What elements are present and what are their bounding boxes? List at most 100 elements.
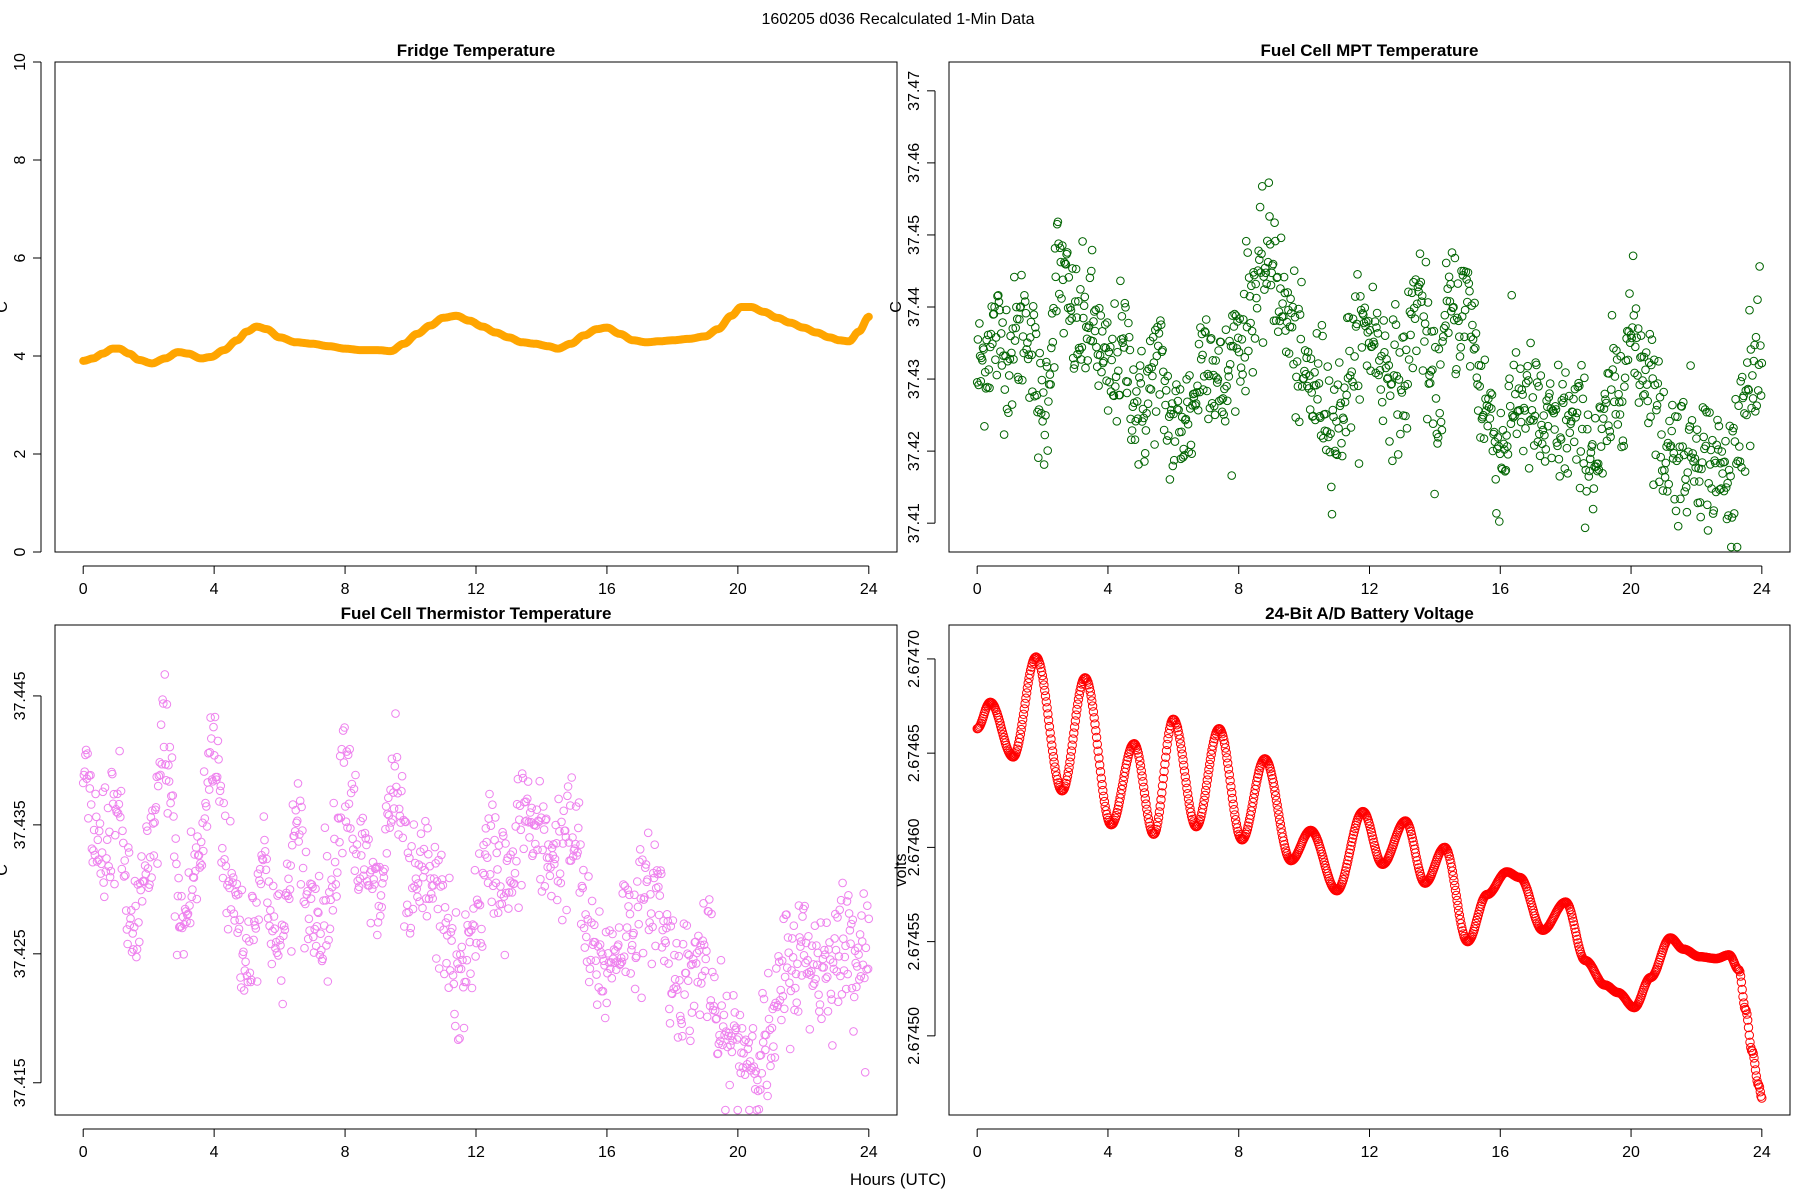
data-point <box>302 890 312 899</box>
data-point <box>1251 279 1260 289</box>
data-point <box>1216 337 1226 347</box>
data-point <box>416 829 426 839</box>
data-point <box>1736 977 1747 987</box>
data-point <box>592 970 601 979</box>
data-point <box>1208 356 1218 365</box>
data-point <box>657 869 666 879</box>
data-point <box>101 867 111 876</box>
data-point <box>343 750 353 760</box>
y-tick-label: 2.67450 <box>906 1007 923 1065</box>
x-axis: 0 4 8 12 16 20 24 <box>973 1128 1771 1161</box>
data-point <box>1575 483 1585 493</box>
data-point <box>287 840 297 850</box>
data-point <box>1172 722 1183 733</box>
data-point <box>266 906 275 915</box>
data-point <box>389 804 399 813</box>
data-point <box>1737 372 1747 382</box>
data-point <box>737 1024 747 1033</box>
data-point <box>1512 429 1522 439</box>
data-point <box>1128 402 1138 412</box>
data-point <box>722 991 732 1001</box>
data-point <box>793 959 802 969</box>
data-point <box>1235 314 1244 324</box>
data-point <box>1567 913 1578 923</box>
data-point <box>173 891 183 901</box>
data-point <box>1399 332 1409 342</box>
data-point <box>782 910 791 919</box>
y-tick-label: 2.67460 <box>906 818 923 876</box>
data-point <box>309 932 318 942</box>
data-point <box>1354 459 1364 468</box>
data-point <box>1223 764 1234 774</box>
data-point <box>1208 737 1219 747</box>
data-point <box>277 920 287 930</box>
data-point <box>1141 799 1151 809</box>
data-point <box>1314 379 1324 388</box>
data-point <box>670 950 679 960</box>
data-point <box>1092 342 1101 352</box>
data-point <box>313 907 322 917</box>
data-point <box>973 723 983 734</box>
data-point <box>244 937 254 946</box>
data-point <box>756 1085 765 1094</box>
data-point <box>1387 379 1396 389</box>
data-point <box>1272 800 1282 810</box>
data-point <box>1097 779 1107 790</box>
data-point <box>1160 759 1170 769</box>
data-point <box>1453 279 1463 288</box>
data-point <box>1408 836 1418 847</box>
data-point <box>486 821 496 831</box>
data-point <box>1347 367 1356 377</box>
data-point <box>607 973 617 983</box>
data-point <box>370 880 379 889</box>
data-point <box>771 998 780 1008</box>
data-point <box>330 857 340 867</box>
data-point <box>1039 460 1049 469</box>
data-point <box>1390 340 1399 350</box>
data-point <box>192 894 202 904</box>
data-point <box>1479 434 1489 444</box>
data-point <box>252 898 261 907</box>
data-point <box>637 993 646 1003</box>
data-point <box>1262 279 1271 289</box>
data-point <box>1422 877 1432 887</box>
data-point <box>1002 404 1012 414</box>
data-point <box>1712 440 1721 450</box>
data-point <box>422 911 432 921</box>
data-point <box>622 923 632 932</box>
data-point <box>1212 726 1222 736</box>
data-point <box>847 919 856 929</box>
data-point <box>1120 763 1131 773</box>
data-point <box>1254 246 1263 256</box>
data-point <box>1167 399 1177 408</box>
data-point <box>1753 295 1762 305</box>
data-point <box>537 887 547 896</box>
data-point <box>119 872 129 881</box>
data-point <box>233 928 242 938</box>
data-point <box>1252 776 1262 786</box>
data-point <box>1040 430 1050 440</box>
data-point <box>1633 324 1643 333</box>
x-tick-label: 0 <box>79 1144 88 1161</box>
data-point <box>1145 384 1154 393</box>
data-point <box>1237 335 1247 344</box>
data-point <box>1201 315 1211 324</box>
data-point <box>1047 740 1057 750</box>
data-point <box>1451 369 1460 379</box>
data-point <box>1487 404 1496 413</box>
data-point <box>1094 753 1104 763</box>
data-point <box>1114 366 1123 376</box>
data-point <box>372 862 381 872</box>
data-point <box>1364 316 1373 326</box>
data-point <box>1153 817 1163 827</box>
data-point <box>1044 721 1055 732</box>
data-point <box>829 964 839 974</box>
y-axis-label: volts <box>893 854 910 887</box>
data-point <box>754 1105 764 1114</box>
data-point <box>1607 385 1616 394</box>
data-point <box>606 964 615 974</box>
data-point <box>740 1037 749 1046</box>
data-point <box>464 928 474 937</box>
data-point <box>1559 398 1568 408</box>
